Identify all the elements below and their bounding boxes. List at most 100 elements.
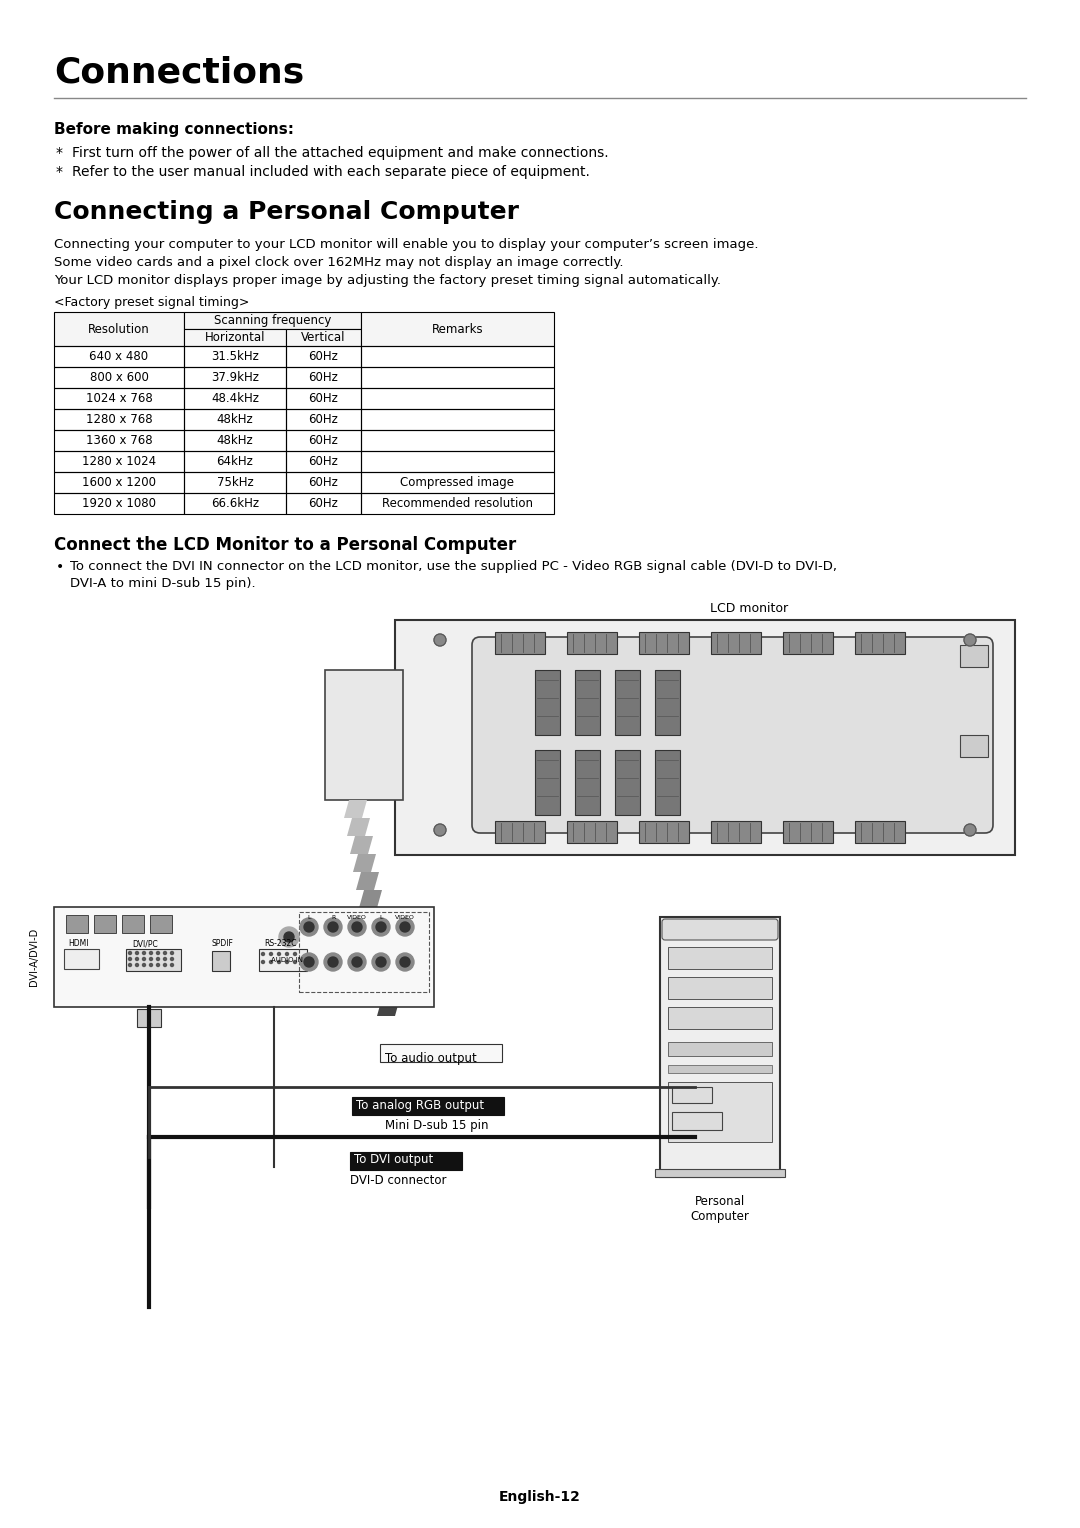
Circle shape bbox=[324, 918, 342, 937]
Bar bbox=[64, 949, 99, 969]
Text: 66.6kHz: 66.6kHz bbox=[211, 497, 259, 510]
Bar bbox=[672, 1112, 723, 1131]
Circle shape bbox=[303, 957, 314, 967]
Polygon shape bbox=[377, 998, 400, 1016]
Text: 640 x 480: 640 x 480 bbox=[90, 350, 149, 364]
Text: DVI-D connector: DVI-D connector bbox=[350, 1174, 446, 1187]
Text: 1024 x 768: 1024 x 768 bbox=[85, 393, 152, 405]
Bar bbox=[184, 494, 286, 513]
Bar bbox=[654, 1169, 785, 1177]
Text: DVI-A/DVI-D: DVI-A/DVI-D bbox=[29, 927, 39, 986]
Bar bbox=[259, 949, 307, 970]
Text: 800 x 600: 800 x 600 bbox=[90, 371, 148, 384]
Polygon shape bbox=[356, 872, 379, 889]
Text: 48kHz: 48kHz bbox=[217, 434, 254, 448]
Circle shape bbox=[294, 952, 297, 955]
Text: 37.9kHz: 37.9kHz bbox=[211, 371, 259, 384]
Bar bbox=[54, 429, 184, 451]
Text: HDMI: HDMI bbox=[68, 940, 89, 947]
Bar bbox=[361, 451, 554, 472]
Polygon shape bbox=[353, 854, 376, 872]
Bar bbox=[137, 1008, 161, 1027]
Bar bbox=[352, 1097, 504, 1115]
Bar bbox=[615, 750, 640, 814]
Text: To connect the DVI IN connector on the LCD monitor, use the supplied PC - Video : To connect the DVI IN connector on the L… bbox=[70, 559, 837, 573]
Circle shape bbox=[352, 921, 362, 932]
Circle shape bbox=[328, 957, 338, 967]
Bar bbox=[286, 345, 361, 367]
Bar bbox=[94, 915, 116, 934]
Bar bbox=[66, 915, 87, 934]
Text: 60Hz: 60Hz bbox=[309, 413, 338, 426]
Bar bbox=[783, 633, 833, 654]
Bar bbox=[639, 633, 689, 654]
Text: LCD monitor: LCD monitor bbox=[710, 602, 788, 614]
Circle shape bbox=[157, 964, 160, 967]
Bar bbox=[711, 633, 761, 654]
Text: Some video cards and a pixel clock over 162MHz may not display an image correctl: Some video cards and a pixel clock over … bbox=[54, 257, 623, 269]
Circle shape bbox=[143, 964, 146, 967]
Text: 75kHz: 75kHz bbox=[217, 477, 254, 489]
Text: Before making connections:: Before making connections: bbox=[54, 122, 294, 138]
Text: Personal
Computer: Personal Computer bbox=[690, 1195, 750, 1222]
Polygon shape bbox=[347, 817, 370, 836]
Bar bbox=[669, 1007, 772, 1028]
Bar bbox=[535, 750, 561, 814]
Text: 1600 x 1200: 1600 x 1200 bbox=[82, 477, 156, 489]
Bar bbox=[567, 633, 617, 654]
Text: Remarks: Remarks bbox=[432, 322, 484, 336]
Bar bbox=[350, 1152, 462, 1170]
Bar bbox=[495, 633, 545, 654]
Bar bbox=[184, 345, 286, 367]
Bar bbox=[325, 669, 403, 801]
Bar bbox=[122, 915, 144, 934]
Bar bbox=[380, 1044, 502, 1062]
Bar bbox=[184, 472, 286, 494]
Bar bbox=[361, 367, 554, 388]
Bar bbox=[54, 908, 434, 1007]
Bar bbox=[361, 472, 554, 494]
Circle shape bbox=[143, 952, 146, 955]
Bar bbox=[711, 821, 761, 843]
Polygon shape bbox=[368, 944, 391, 963]
Text: 64kHz: 64kHz bbox=[217, 455, 254, 468]
Bar bbox=[126, 949, 181, 970]
Bar bbox=[669, 976, 772, 999]
Circle shape bbox=[964, 824, 976, 836]
Circle shape bbox=[300, 953, 318, 970]
Circle shape bbox=[143, 958, 146, 961]
Circle shape bbox=[171, 958, 174, 961]
Polygon shape bbox=[374, 979, 397, 998]
Bar bbox=[660, 917, 780, 1177]
Bar bbox=[286, 388, 361, 410]
Bar bbox=[855, 821, 905, 843]
Bar bbox=[286, 329, 361, 345]
Polygon shape bbox=[350, 836, 373, 854]
Circle shape bbox=[376, 957, 386, 967]
Bar bbox=[212, 950, 230, 970]
Bar bbox=[654, 669, 680, 735]
Bar bbox=[184, 429, 286, 451]
Bar bbox=[495, 821, 545, 843]
Circle shape bbox=[129, 958, 132, 961]
Bar bbox=[855, 633, 905, 654]
Text: L: L bbox=[307, 915, 311, 920]
Bar bbox=[575, 750, 600, 814]
Circle shape bbox=[157, 958, 160, 961]
Bar bbox=[54, 367, 184, 388]
Circle shape bbox=[171, 952, 174, 955]
Text: English-12: English-12 bbox=[499, 1490, 581, 1504]
Circle shape bbox=[284, 932, 294, 941]
Bar bbox=[669, 1082, 772, 1141]
Circle shape bbox=[348, 918, 366, 937]
Text: 60Hz: 60Hz bbox=[309, 393, 338, 405]
Bar bbox=[54, 451, 184, 472]
Circle shape bbox=[149, 952, 152, 955]
Circle shape bbox=[261, 961, 265, 964]
Bar bbox=[184, 367, 286, 388]
Circle shape bbox=[149, 958, 152, 961]
Polygon shape bbox=[362, 908, 384, 926]
Circle shape bbox=[163, 952, 166, 955]
Circle shape bbox=[278, 952, 281, 955]
Bar bbox=[286, 410, 361, 429]
